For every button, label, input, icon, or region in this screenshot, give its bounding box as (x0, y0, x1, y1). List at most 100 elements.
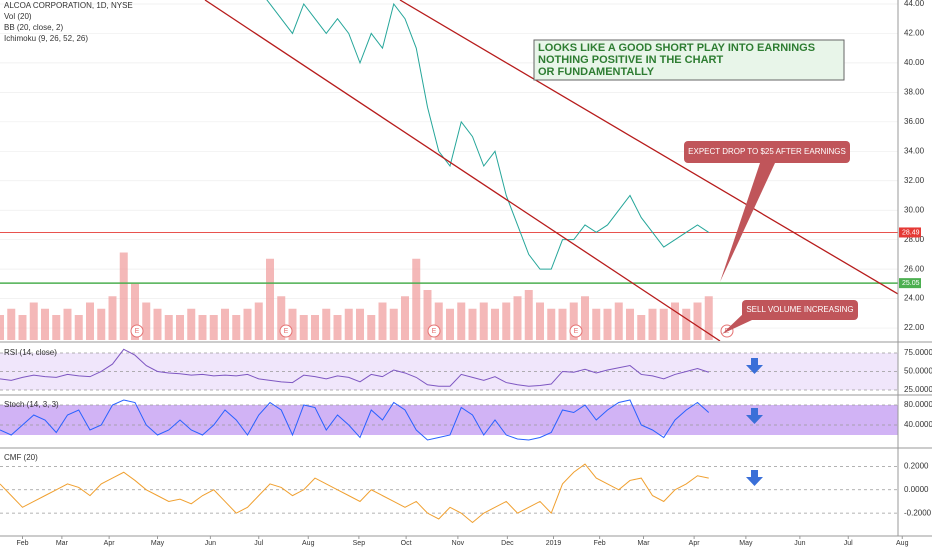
y-tick-label: 25.0000 (904, 385, 932, 394)
volume-bar (108, 296, 117, 340)
volume-bar (97, 308, 106, 340)
y-tick-label: 22.00 (904, 323, 925, 332)
earnings-label: E (432, 328, 437, 335)
x-tick-label: Mar (56, 540, 69, 547)
x-tick-label: Feb (594, 540, 606, 547)
volume-bar (524, 290, 533, 340)
volume-bar (659, 308, 668, 340)
volume-bar (502, 302, 511, 340)
volume-bar (513, 296, 522, 340)
y-tick-label: 28.00 (904, 235, 925, 244)
volume-bar (581, 296, 589, 340)
volume-bar (322, 308, 331, 340)
band (0, 405, 898, 435)
volume-bar (569, 302, 578, 340)
indicator-label: Ichimoku (9, 26, 52, 26) (4, 34, 88, 43)
volume-bar (221, 308, 229, 340)
volume-bar (164, 315, 173, 340)
volume-bar (131, 283, 139, 340)
x-tick-label: Aug (896, 540, 909, 547)
x-tick-label: Apr (104, 540, 116, 547)
volume-bar (682, 308, 691, 340)
level-label: 25.05 (902, 280, 920, 287)
level-tag (899, 227, 921, 238)
volume-bar (63, 308, 72, 340)
panel (0, 399, 898, 441)
volume-bar (344, 308, 353, 340)
y-tick-label: 24.00 (904, 294, 925, 303)
volume-bar (176, 315, 184, 340)
volume-bar (468, 308, 477, 340)
y-tick-label: 40.0000 (904, 420, 932, 429)
y-tick-label: 34.00 (904, 146, 925, 155)
volume-bar (626, 308, 634, 340)
earnings-marker (279, 324, 293, 338)
panel (0, 463, 898, 524)
volume-bar (232, 315, 241, 340)
panel-title: Stoch (14, 3, 3) (4, 400, 59, 409)
volume-bar (603, 308, 612, 340)
y-tick-label: 30.00 (904, 205, 925, 214)
x-tick-label: Nov (452, 540, 465, 547)
y-tick-label: -0.2000 (904, 508, 932, 517)
indicator-label: BB (20, close, 2) (4, 23, 63, 32)
x-tick-label: Jul (254, 540, 263, 547)
earnings-label: E (574, 328, 579, 335)
volume-bar (7, 308, 16, 340)
volume-bar (311, 315, 319, 340)
y-tick-label: 80.0000 (904, 400, 932, 409)
series-line (0, 463, 709, 524)
x-tick-label: Aug (302, 540, 315, 547)
earnings-marker (569, 324, 583, 338)
x-tick-label: Jun (794, 540, 805, 547)
note-text: OR FUNDAMENTALLY (538, 66, 655, 78)
level-tag (899, 278, 921, 289)
x-tick-label: Feb (16, 540, 28, 547)
x-tick-label: Mar (637, 540, 650, 547)
volume-bar (86, 302, 94, 340)
x-tick-label: May (739, 540, 753, 547)
volume-bar (18, 315, 27, 340)
volume-bar (648, 308, 657, 340)
y-tick-label: 50.0000 (904, 367, 932, 376)
callout-text: SELL VOLUME INCREASING (746, 305, 853, 314)
volume-bar (52, 315, 61, 340)
volume-bar (547, 308, 556, 340)
volume-bar (401, 296, 409, 340)
x-tick-label: Apr (689, 540, 701, 547)
volume-bar (637, 315, 646, 340)
volume-bar (446, 308, 454, 340)
x-tick-label: May (151, 540, 165, 547)
callout: EXPECT DROP TO $25 AFTER EARNINGS (684, 141, 850, 282)
volume-bar (142, 302, 151, 340)
arrow-icons (746, 358, 763, 486)
volume-bar (558, 308, 567, 340)
volume-bar (153, 308, 162, 340)
symbol-title: ALCOA CORPORATION, 1D, NYSE (4, 1, 133, 10)
note-text: NOTHING POSITIVE IN THE CHART (538, 54, 723, 66)
volume-bar (356, 308, 364, 340)
series-line (0, 348, 709, 387)
callout-text: EXPECT DROP TO $25 AFTER EARNINGS (688, 147, 846, 156)
volume-bar (457, 302, 466, 340)
volume-bar (0, 315, 4, 340)
y-tick-label: 42.00 (904, 29, 925, 38)
y-tick-label: 26.00 (904, 264, 925, 273)
series-line (266, 0, 710, 270)
panel (0, 0, 898, 340)
x-tick-label: Oct (401, 540, 412, 547)
earnings-label: E (284, 328, 289, 335)
level-label: 28.49 (902, 229, 920, 236)
earnings-label: E (135, 328, 140, 335)
panel (0, 348, 898, 391)
y-tick-label: 75.0000 (904, 348, 932, 357)
volume-bar (198, 315, 207, 340)
y-tick-label: 32.00 (904, 176, 925, 185)
volume-bar (266, 258, 274, 340)
volume-bar (288, 308, 297, 340)
volume-bar (41, 308, 49, 340)
volume-bar (389, 308, 398, 340)
volume-bar (434, 302, 443, 340)
earnings-marker (130, 324, 144, 338)
y-tick-label: 0.0000 (904, 485, 929, 494)
